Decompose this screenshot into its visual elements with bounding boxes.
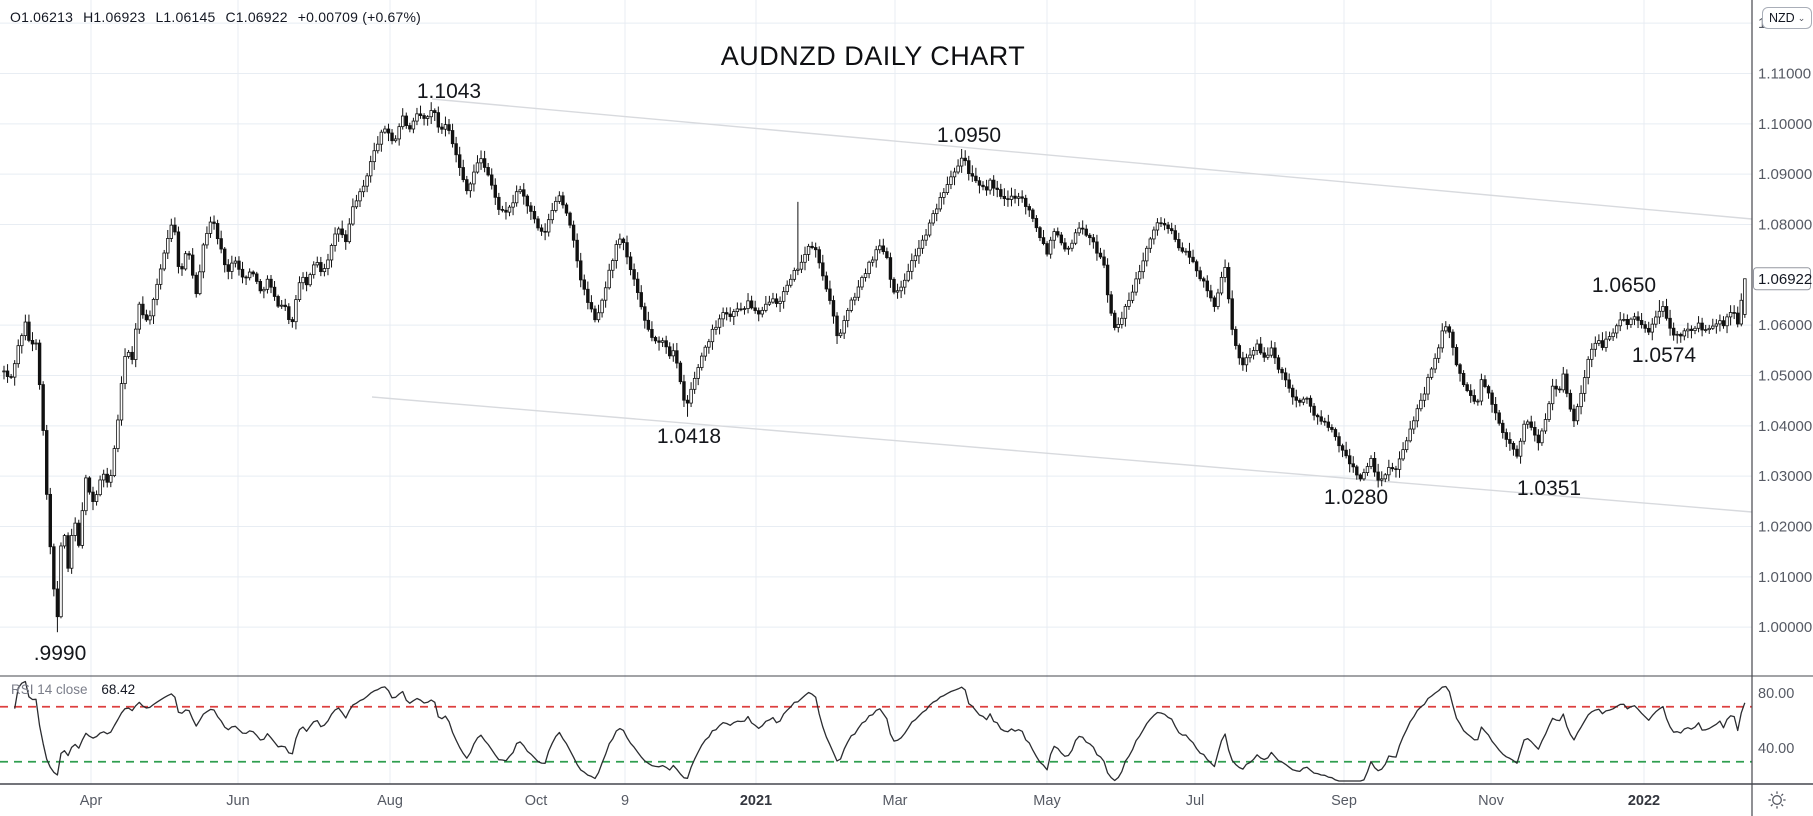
candles <box>2 102 1747 633</box>
rsi-axis-label: 40.00 <box>1758 741 1794 757</box>
price-axis-label: 1.04000 <box>1758 418 1812 435</box>
rsi-axis-label: 80.00 <box>1758 686 1794 702</box>
ohlc-low: L1.06145 <box>155 9 216 25</box>
time-axis-label[interactable]: Jul <box>1186 793 1205 809</box>
price-axis-label: 1.10000 <box>1758 116 1812 133</box>
last-price-tag-value: 1.06922 <box>1758 271 1812 288</box>
price-axis-label: 1.02000 <box>1758 519 1812 536</box>
ohlc-change: +0.00709 (+0.67%) <box>297 9 422 25</box>
chevron-down-icon: ⌄ <box>1797 12 1806 23</box>
price-axis-label: 1.00000 <box>1758 619 1812 636</box>
ohlc-open: O1.06213 <box>10 9 74 25</box>
price-axis-label: 1.08000 <box>1758 216 1812 233</box>
currency-selector-label: NZD <box>1769 11 1795 25</box>
price-axis-label: 1.11000 <box>1758 65 1811 82</box>
time-axis-label[interactable]: 9 <box>621 793 629 809</box>
price-annotation: 1.0950 <box>936 124 1002 147</box>
currency-selector[interactable]: NZD ⌄ <box>1762 7 1813 29</box>
time-axis-label[interactable]: 2022 <box>1628 793 1660 809</box>
time-axis-label[interactable]: 2021 <box>740 793 772 809</box>
ohlc-close: C1.06922 <box>225 9 288 25</box>
time-axis-label[interactable]: Jun <box>226 793 249 809</box>
ohlc-high: H1.06923 <box>83 9 146 25</box>
time-axis-label[interactable]: Sep <box>1331 793 1357 809</box>
rsi-legend-value: 68.42 <box>101 682 136 697</box>
time-axis-label[interactable]: Oct <box>525 793 548 809</box>
trendlines <box>371 98 1753 513</box>
gear-icon[interactable] <box>1768 791 1786 809</box>
time-axis-label[interactable]: Apr <box>80 793 103 809</box>
price-annotation: .9990 <box>33 642 87 665</box>
price-axis-label: 1.06000 <box>1758 317 1812 334</box>
price-annotation: 1.0650 <box>1591 274 1657 297</box>
time-axis-label[interactable]: Aug <box>377 793 403 809</box>
price-axis-label: 1.01000 <box>1758 569 1812 586</box>
ohlc-readout: O1.06213 H1.06923 L1.06145 C1.06922 +0.00709… <box>10 9 431 25</box>
rsi-pane <box>0 680 1752 782</box>
price-annotation: 1.0280 <box>1323 486 1389 509</box>
price-axis-label: 1.05000 <box>1758 367 1812 384</box>
time-axis-label[interactable]: Mar <box>883 793 908 809</box>
rsi-legend: RSI 14 close 68.42 <box>11 682 135 697</box>
price-axis-label: 1.03000 <box>1758 468 1812 485</box>
time-axis-label[interactable]: Nov <box>1478 793 1505 809</box>
last-price-tag <box>1753 267 1811 291</box>
time-axis-label[interactable]: May <box>1033 793 1061 809</box>
rsi-legend-label: RSI 14 close <box>11 682 88 697</box>
price-annotation: 1.0351 <box>1516 477 1582 500</box>
price-axis-label: 1.09000 <box>1758 166 1812 183</box>
page-title: AUDNZD DAILY CHART <box>720 41 1026 71</box>
price-annotation: 1.0418 <box>656 425 722 448</box>
price-annotation: 1.0574 <box>1631 344 1697 367</box>
price-annotation: 1.1043 <box>416 80 482 103</box>
